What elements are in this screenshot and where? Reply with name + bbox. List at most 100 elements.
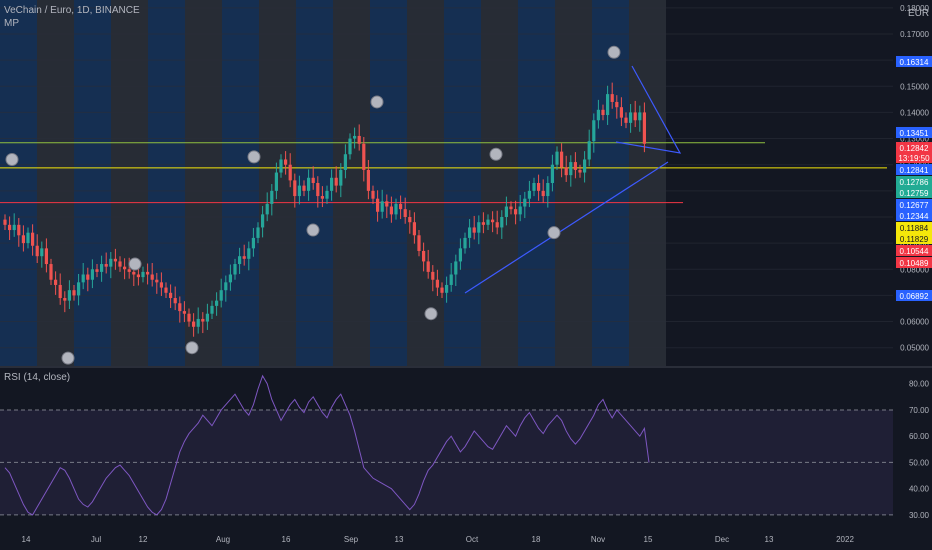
candle-body [17, 224, 21, 236]
candle-body [362, 143, 366, 170]
candle-body [606, 94, 610, 116]
price-label-text: 0.11884 [900, 224, 929, 233]
candle-body [233, 264, 237, 275]
candle-body [514, 209, 518, 215]
candle-body [481, 222, 485, 225]
price-label-bg [896, 245, 932, 256]
candle-body [150, 274, 154, 280]
candle-body [587, 141, 591, 160]
candle-body [219, 290, 223, 301]
time-axis[interactable]: 14 Jul 12 Aug 16 Sep 13 Oct 18 Nov 15 Dec 13 2022 [22, 535, 855, 544]
swing-high-marker [489, 147, 503, 161]
candle-body [403, 209, 407, 217]
candle-body [311, 177, 315, 183]
candle-body [610, 94, 614, 102]
candle-body [173, 298, 177, 304]
candle-body [458, 248, 462, 262]
price-label-bg [896, 199, 932, 210]
price-tick-label: 0.05000 [900, 344, 929, 353]
candle-body [256, 227, 260, 238]
candle-body [265, 203, 269, 215]
rsi-tick-label: 50.00 [909, 458, 930, 467]
candle-body [569, 162, 573, 176]
candle-body [169, 292, 173, 299]
price-label-text: 0.12677 [900, 201, 929, 210]
price-label-text: 0.11829 [900, 235, 929, 244]
candle-body [320, 196, 324, 199]
trend-lines [464, 65, 682, 294]
candle-body [104, 264, 108, 267]
candle-body [26, 232, 30, 244]
time-band [407, 0, 444, 366]
candle-body [274, 172, 278, 191]
candle-body [573, 162, 577, 170]
rsi-line [4, 374, 650, 516]
candle-body [468, 227, 472, 238]
time-band [333, 0, 370, 366]
time-band [74, 0, 111, 366]
currency-label: EUR [908, 8, 930, 19]
candle-body [182, 311, 186, 314]
candle-body [228, 274, 232, 283]
candle-body [54, 279, 58, 285]
candle-body [555, 151, 559, 165]
price-label-text: 0.12842 [900, 144, 929, 153]
candle-body [624, 117, 628, 123]
price-tick-label: 0.06000 [900, 318, 929, 327]
candle-body [523, 198, 527, 207]
candle-body [371, 190, 375, 199]
swing-high-marker [247, 150, 261, 164]
swing-markers [5, 45, 621, 365]
swing-low-marker [424, 307, 438, 321]
candle-body [293, 180, 297, 197]
swing-low-marker [306, 223, 320, 237]
time-band [37, 0, 74, 366]
candle-body [389, 206, 393, 215]
candle-body [399, 203, 403, 210]
candle-body [412, 222, 416, 236]
candlestick-series [3, 82, 646, 337]
candle-body [564, 167, 568, 176]
candle-body [642, 112, 646, 144]
candle-body [164, 287, 168, 293]
price-label-text: 0.12344 [900, 212, 929, 221]
candle-body [40, 248, 44, 257]
time-band [518, 0, 555, 366]
candle-body [127, 269, 131, 272]
time-tick-label: 13 [395, 535, 404, 544]
rsi-tick-label: 80.00 [909, 380, 930, 389]
rsi-background [0, 368, 893, 528]
rsi-tick-label: 70.00 [909, 406, 930, 415]
time-tick-label: 12 [139, 535, 148, 544]
symbol-title: VeChain / Euro, 1D, BINANCE [4, 5, 140, 16]
candle-body [357, 135, 361, 144]
candle-body [279, 159, 283, 173]
candle-body [215, 300, 219, 306]
candle-body [325, 190, 329, 199]
candle-body [408, 216, 412, 223]
indicator-label: MP [4, 18, 19, 29]
price-tick-label: 0.18000 [900, 4, 929, 13]
candle-body [435, 279, 439, 288]
candle-body [31, 232, 35, 246]
time-band [0, 0, 37, 366]
grid-lines [0, 7, 932, 368]
price-label-text: 0.13451 [900, 129, 929, 138]
time-tick-label: 14 [22, 535, 31, 544]
candle-body [136, 274, 140, 278]
price-label-text: 13:19:50 [898, 154, 930, 163]
time-tick-label: 15 [644, 535, 653, 544]
price-label-text: 0.12759 [900, 189, 929, 198]
price-label-bg [896, 142, 932, 153]
candle-body [155, 279, 159, 283]
candle-body [601, 109, 605, 116]
time-band [222, 0, 259, 366]
time-tick-label: Dec [715, 535, 729, 544]
candle-body [297, 185, 301, 197]
swing-low-marker [61, 351, 75, 365]
time-tick-label: Aug [216, 535, 230, 544]
candle-body [261, 214, 265, 228]
candle-body [633, 112, 637, 121]
